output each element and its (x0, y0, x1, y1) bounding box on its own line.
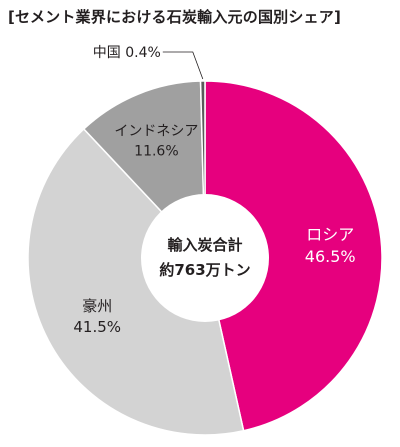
center-label-total: 約763万トン (159, 261, 250, 279)
slice-value-australia: 41.5% (73, 318, 121, 336)
donut-hole (141, 194, 269, 322)
slice-value-russia: 46.5% (305, 247, 356, 266)
center-label-title: 輸入炭合計 (167, 236, 242, 254)
chart-title: [セメント業界における石炭輸入元の国別シェア] (8, 8, 342, 26)
slice-label-russia: ロシア (306, 225, 354, 244)
slice-label-indonesia: インドネシア (114, 124, 198, 140)
pie-slice-russia (204, 80, 383, 432)
slice-label-australia: 豪州 (82, 297, 112, 315)
pie-slice-australia (27, 128, 245, 436)
leader-line-china (162, 51, 204, 80)
slice-value-indonesia: 11.6% (134, 144, 178, 160)
slice-label-china: 中国 0.4% (93, 45, 161, 61)
